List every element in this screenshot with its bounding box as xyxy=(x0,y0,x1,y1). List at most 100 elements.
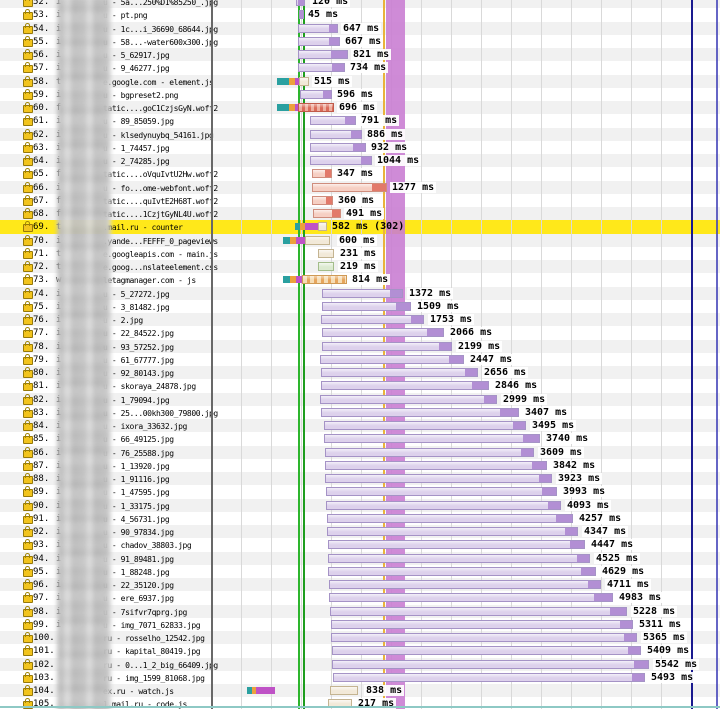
request-bar[interactable] xyxy=(324,434,540,444)
request-bar[interactable] xyxy=(328,540,585,550)
request-bar[interactable] xyxy=(332,646,641,656)
request-row[interactable]: 101. ru - kapital_80419.jpg 5409 ms xyxy=(0,644,720,657)
request-bar[interactable] xyxy=(329,580,601,589)
request-time-label: 2066 ms xyxy=(448,327,495,339)
request-row[interactable]: 104. ex.ru - watch.js 838 ms xyxy=(0,684,720,697)
request-row[interactable]: 102. ru - 0...1_2_big_66409.jpg 5542 ms xyxy=(0,658,720,671)
request-url: u - 90_97834.jpg xyxy=(103,528,174,537)
request-bar[interactable] xyxy=(322,341,452,351)
request-bar[interactable] xyxy=(326,487,557,497)
request-bar[interactable] xyxy=(326,500,561,510)
request-bar[interactable] xyxy=(312,169,332,179)
request-url: u - 1_91116.jpg xyxy=(103,475,170,484)
request-bar[interactable] xyxy=(322,328,444,338)
request-bar[interactable] xyxy=(332,659,649,669)
request-bar[interactable] xyxy=(298,63,345,73)
request-bar[interactable] xyxy=(302,275,347,285)
request-bar[interactable] xyxy=(298,23,338,33)
request-bar[interactable] xyxy=(328,553,590,563)
request-bar[interactable] xyxy=(327,513,573,523)
request-bar[interactable] xyxy=(310,116,356,126)
request-bar[interactable] xyxy=(333,672,645,682)
request-bar[interactable] xyxy=(324,421,526,430)
request-bar[interactable] xyxy=(321,407,519,417)
request-bar[interactable] xyxy=(318,222,327,232)
request-time-label: 2999 ms xyxy=(501,393,548,405)
request-bar[interactable] xyxy=(300,89,332,99)
request-bar[interactable] xyxy=(321,381,489,391)
content-download-segment xyxy=(465,369,477,376)
request-number: 63. xyxy=(33,142,50,153)
request-bar[interactable] xyxy=(298,103,334,112)
request-bar[interactable] xyxy=(325,460,547,470)
request-bar[interactable] xyxy=(299,76,309,86)
request-bar[interactable] xyxy=(310,129,362,139)
request-bar[interactable] xyxy=(318,248,334,258)
request-bar[interactable] xyxy=(312,195,333,205)
request-bar[interactable] xyxy=(330,686,358,695)
request-bar[interactable] xyxy=(320,394,497,404)
request-bar[interactable] xyxy=(310,142,366,152)
request-bar[interactable] xyxy=(325,447,534,457)
request-bar[interactable] xyxy=(296,0,305,6)
lock-icon xyxy=(23,393,33,405)
request-bar[interactable] xyxy=(305,235,330,245)
request-bar[interactable] xyxy=(312,182,387,192)
request-bar[interactable] xyxy=(313,209,341,218)
request-bar[interactable] xyxy=(325,474,552,483)
request-bar[interactable] xyxy=(329,593,613,603)
request-row[interactable]: 100. ru - rosselho_12542.jpg 5365 ms xyxy=(0,631,720,644)
request-bar[interactable] xyxy=(331,633,637,642)
request-time-label: 1372 ms xyxy=(407,287,454,299)
request-bar[interactable] xyxy=(321,368,478,377)
request-bar[interactable] xyxy=(322,288,403,298)
request-bar[interactable] xyxy=(327,527,578,536)
request-bar[interactable] xyxy=(331,619,633,629)
request-bar[interactable] xyxy=(320,354,464,364)
request-bar[interactable] xyxy=(328,566,596,576)
request-bar[interactable] xyxy=(310,156,372,165)
request-row[interactable]: 103. ru - img_1599_81068.jpg 5493 ms xyxy=(0,671,720,684)
request-bar[interactable] xyxy=(299,10,304,20)
request-bar[interactable] xyxy=(321,315,424,324)
request-bar[interactable] xyxy=(330,606,627,616)
request-time-label: 3923 ms xyxy=(556,473,603,484)
request-bar[interactable] xyxy=(318,262,334,271)
request-bar[interactable] xyxy=(322,301,411,311)
request-bar[interactable] xyxy=(298,36,340,46)
request-row[interactable]: 105. 1.mail.ru - code.js 217 ms xyxy=(0,697,720,709)
request-bar[interactable] xyxy=(298,50,348,59)
